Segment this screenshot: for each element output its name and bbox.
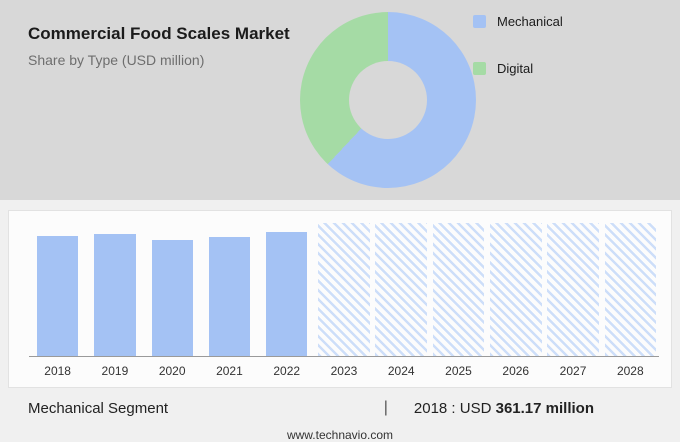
x-tick-2020: 2020 [158, 364, 186, 378]
bar-slot-2026: 2026 [487, 223, 544, 378]
donut-chart [300, 12, 476, 188]
bar-2021 [208, 236, 251, 356]
forecast-hatch-2027 [547, 223, 599, 356]
bar-slot-2020: 2020 [144, 223, 201, 378]
x-tick-2023: 2023 [330, 364, 358, 378]
x-tick-2027: 2027 [559, 364, 587, 378]
page-subtitle: Share by Type (USD million) [28, 52, 205, 68]
bar-slot-2028: 2028 [602, 223, 659, 378]
bar-2019 [94, 233, 136, 356]
legend-label-mechanical: Mechanical [497, 14, 563, 29]
bar-slot-2025: 2025 [430, 223, 487, 378]
bar-slot-2021: 2021 [201, 223, 258, 378]
x-tick-2026: 2026 [502, 364, 530, 378]
footer-stat-value: 361.17 million [495, 399, 594, 417]
forecast-hatch-2025 [432, 223, 485, 356]
forecast-hatch-2028 [604, 223, 657, 356]
legend-item-digital: Digital [473, 61, 563, 76]
forecast-hatch-2026 [489, 223, 542, 356]
forecast-hatch-2023 [318, 223, 370, 356]
x-tick-2018: 2018 [44, 364, 71, 378]
x-tick-2021: 2021 [216, 364, 243, 378]
bar-plot: 2018 2019 2020 2021 2022 2023 2024 2025 2026 2027… [29, 223, 659, 378]
x-tick-2019: 2019 [101, 364, 129, 378]
x-tick-2025: 2025 [445, 364, 472, 378]
bar-slot-2022: 2022 [258, 223, 315, 378]
header-panel: Commercial Food Scales Market Share by T… [0, 0, 680, 200]
bar-slot-2023: 2023 [315, 223, 372, 378]
footer: Mechanical Segment | 2018 : USD 361.17 m… [0, 388, 680, 428]
forecast-hatch-2024 [375, 223, 427, 356]
website-url: www.technavio.com [286, 428, 394, 442]
bar-slot-2018: 2018 [29, 223, 86, 378]
bar-slot-2024: 2024 [373, 223, 430, 378]
legend-swatch-digital [473, 62, 486, 75]
footer-stat: 2018 : USD 361.17 million [414, 400, 594, 417]
donut-legend: Mechanical Digital [473, 14, 563, 108]
bar-2018 [37, 235, 79, 356]
legend-label-digital: Digital [497, 61, 534, 76]
legend-swatch-mechanical [473, 15, 486, 28]
x-tick-2024: 2024 [387, 364, 415, 378]
footer-stat-prefix: 2018 : USD [413, 399, 496, 417]
bar-chart-panel: 2018 2019 2020 2021 2022 2023 2024 2025 2026 2027… [8, 210, 672, 388]
x-tick-2022: 2022 [273, 364, 301, 378]
bar-2020 [151, 239, 193, 356]
bar-slot-2027: 2027 [544, 223, 601, 378]
legend-item-mechanical: Mechanical [473, 14, 563, 29]
bar-2022 [266, 231, 308, 356]
bar-slot-2019: 2019 [86, 223, 143, 378]
footer-divider: | [383, 399, 388, 416]
page-title: Commercial Food Scales Market [28, 24, 290, 43]
x-tick-2028: 2028 [616, 364, 644, 378]
segment-label: Mechanical Segment [28, 399, 169, 417]
